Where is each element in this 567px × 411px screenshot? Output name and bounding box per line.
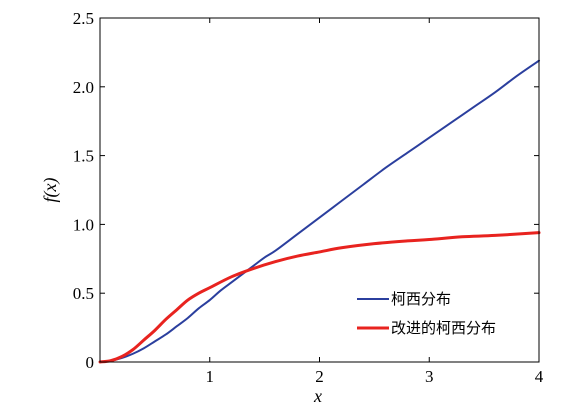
series-line-1 (99, 59, 540, 363)
y-tick-label: 2.0 (73, 78, 94, 97)
plot-frame (99, 17, 540, 363)
x-tick-label: 4 (535, 367, 544, 386)
x-tick-label: 1 (206, 367, 215, 386)
x-axis-label: x (313, 386, 322, 406)
x-axis-ticks: 1 2 3 4 (206, 18, 544, 386)
y-axis-label: f(x) (40, 178, 61, 203)
y-tick-label: 1.0 (73, 215, 94, 234)
x-tick-label: 2 (315, 367, 324, 386)
y-tick-label: 0 (86, 353, 95, 372)
y-tick-label: 2.5 (73, 9, 94, 28)
series-line-2 (98, 231, 541, 364)
legend-label-2: 改进的柯西分布 (391, 319, 496, 337)
plot-lines (98, 59, 541, 364)
y-tick-label: 0.5 (73, 284, 94, 303)
y-axis-ticks: 0 0.5 1.0 1.5 2.0 2.5 (73, 9, 539, 372)
x-tick-label: 3 (425, 367, 434, 386)
legend-label-1: 柯西分布 (391, 290, 451, 308)
y-tick-label: 1.5 (73, 147, 94, 166)
